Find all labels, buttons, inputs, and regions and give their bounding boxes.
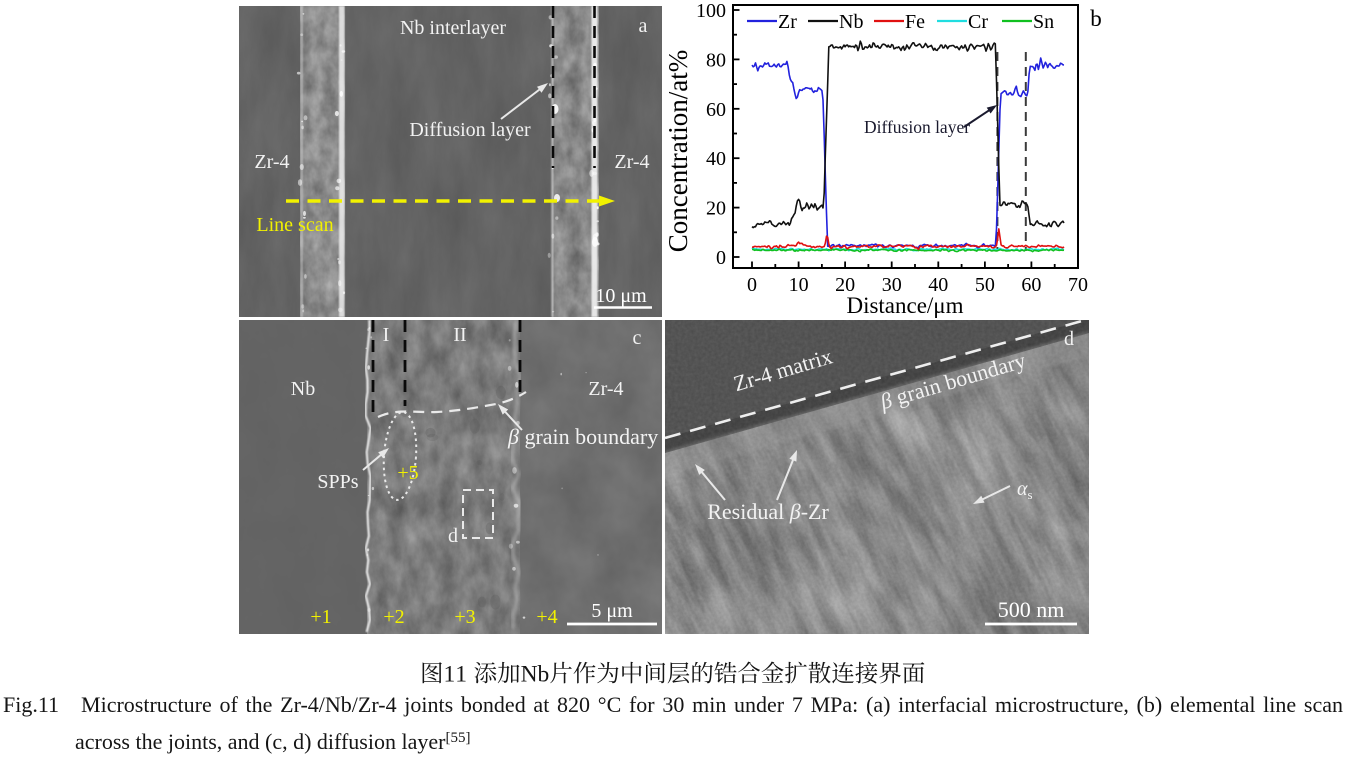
svg-text:Nb: Nb: [291, 378, 315, 400]
svg-text:1: 1: [456, 662, 468, 688]
svg-text:500 nm: 500 nm: [998, 597, 1065, 622]
svg-text:5 μm: 5 μm: [591, 600, 633, 622]
svg-text:20: 20: [706, 198, 726, 220]
svg-text:II: II: [453, 324, 466, 346]
svg-text:αs: αs: [1017, 478, 1033, 502]
svg-text:Diffusion layer: Diffusion layer: [409, 119, 531, 141]
svg-text:+3: +3: [454, 606, 475, 628]
svg-text:60: 60: [706, 99, 726, 121]
svg-text:+5: +5: [397, 462, 418, 484]
svg-text:100: 100: [696, 0, 726, 22]
svg-text:N: N: [521, 662, 538, 688]
svg-text:Residual β-Zr: Residual β-Zr: [707, 499, 829, 524]
svg-text:10: 10: [789, 274, 809, 296]
svg-text:Zr-4: Zr-4: [588, 378, 623, 400]
svg-text:Zr-4: Zr-4: [254, 151, 289, 173]
svg-text:Sn: Sn: [1033, 11, 1054, 33]
svg-text:Zr-4: Zr-4: [614, 151, 649, 173]
svg-text:+2: +2: [383, 606, 404, 628]
svg-text:0: 0: [747, 274, 757, 296]
svg-text:30: 30: [882, 274, 902, 296]
svg-text:b: b: [1090, 6, 1102, 31]
svg-text:Line scan: Line scan: [256, 214, 333, 236]
svg-text:β grain boundary: β grain boundary: [507, 424, 658, 449]
svg-text:a: a: [639, 15, 648, 37]
svg-text:SPPs: SPPs: [317, 471, 358, 493]
svg-text:+4: +4: [536, 606, 557, 628]
svg-text:d: d: [1064, 328, 1074, 350]
svg-text:70: 70: [1068, 274, 1088, 296]
svg-text:Cr: Cr: [968, 11, 988, 33]
svg-text:Concentration/at%: Concentration/at%: [663, 50, 693, 252]
svg-text:Diffusion layer: Diffusion layer: [864, 117, 970, 137]
svg-text:Zr: Zr: [778, 11, 797, 33]
svg-text:Nb interlayer: Nb interlayer: [400, 17, 506, 39]
svg-text:20: 20: [835, 274, 855, 296]
svg-text:Distance/μm: Distance/μm: [846, 293, 963, 318]
svg-text:c: c: [633, 327, 642, 349]
svg-text:d: d: [448, 525, 458, 547]
svg-text:0: 0: [716, 247, 726, 269]
svg-text:60: 60: [1021, 274, 1041, 296]
svg-text:40: 40: [928, 274, 948, 296]
svg-text:Nb: Nb: [839, 11, 863, 33]
svg-text:I: I: [383, 324, 390, 346]
svg-text:1: 1: [444, 662, 456, 688]
svg-text:b: b: [538, 662, 550, 688]
svg-text:+1: +1: [310, 606, 331, 628]
svg-text:40: 40: [706, 148, 726, 170]
svg-text:10 μm: 10 μm: [595, 285, 647, 307]
svg-text:Fe: Fe: [905, 11, 925, 33]
svg-text:80: 80: [706, 49, 726, 71]
svg-text:50: 50: [975, 274, 995, 296]
